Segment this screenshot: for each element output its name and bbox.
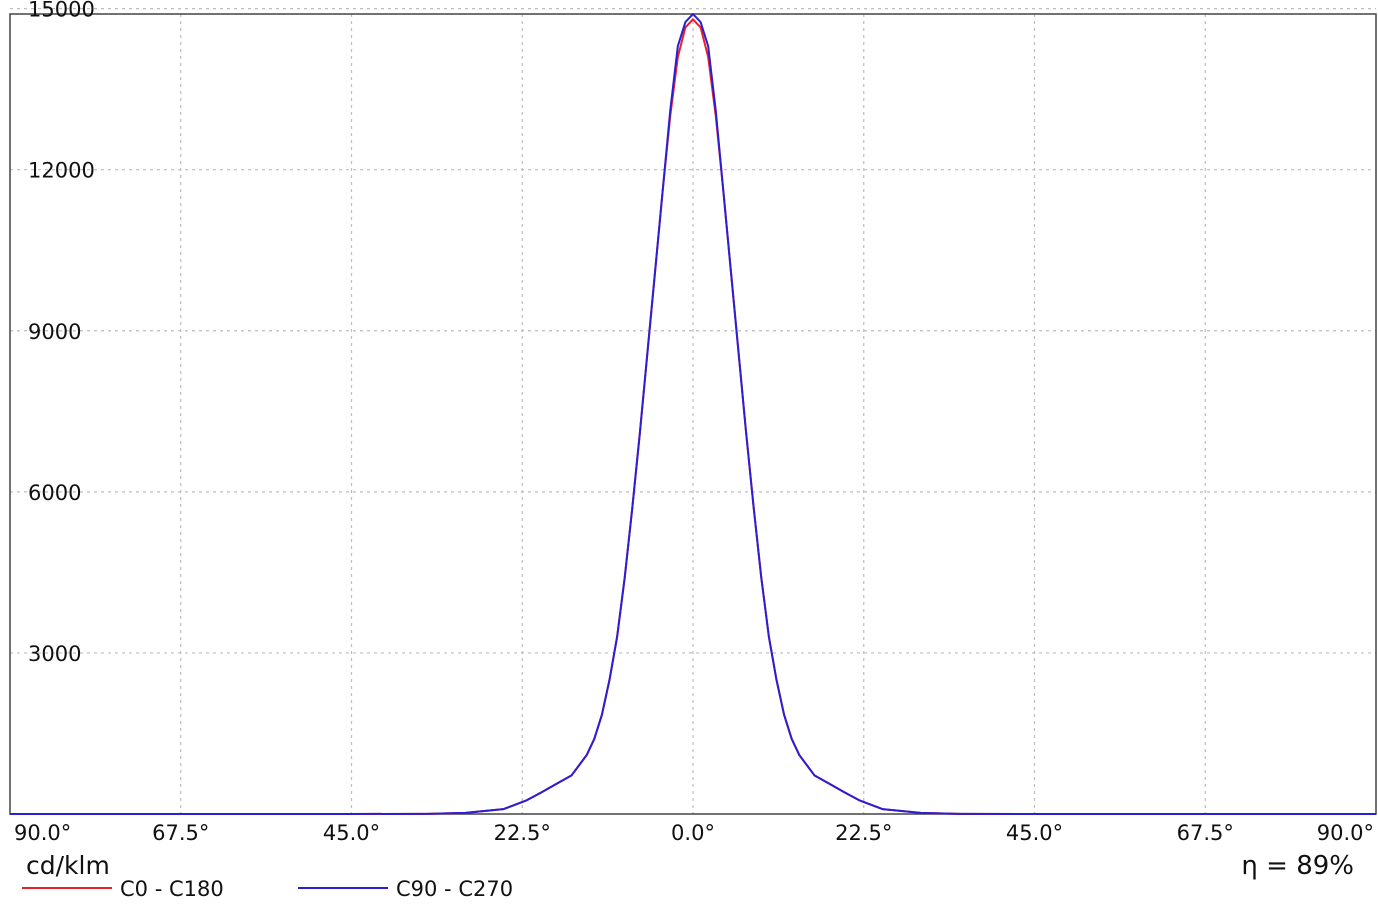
x-axis-ticks: 90.0° 67.5° 45.0° 22.5° 0.0° 22.5° 45.0° 67.5° 9… [14,821,1374,845]
x-tick-label: 67.5° [152,821,209,845]
y-tick-label: 12000 [28,159,95,183]
legend-label-c90-c270: C90 - C270 [396,877,513,901]
x-tick-label: 45.0° [1006,821,1063,845]
x-tick-label: 22.5° [494,821,551,845]
legend-label-c0-c180: C0 - C180 [120,877,224,901]
grid-lines [10,8,1376,814]
efficiency-label: η = 89% [1241,851,1354,881]
x-tick-label: 90.0° [14,821,71,845]
y-tick-label: 15000 [28,0,95,22]
unit-label: cd/klm [26,851,110,880]
x-tick-label: 0.0° [671,821,715,845]
series-layer [10,13,1376,815]
x-tick-label: 67.5° [1177,821,1234,845]
x-tick-label: 22.5° [835,821,892,845]
x-tick-label: 90.0° [1317,821,1374,845]
x-tick-label: 45.0° [323,821,380,845]
y-tick-label: 3000 [28,642,81,666]
legend: C0 - C180 C90 - C270 [22,877,513,901]
y-axis-ticks: 3000 6000 9000 12000 15000 [28,0,95,666]
y-tick-label: 9000 [28,320,81,344]
y-tick-label: 6000 [28,481,81,505]
series-line-c90-c270 [10,13,1376,815]
